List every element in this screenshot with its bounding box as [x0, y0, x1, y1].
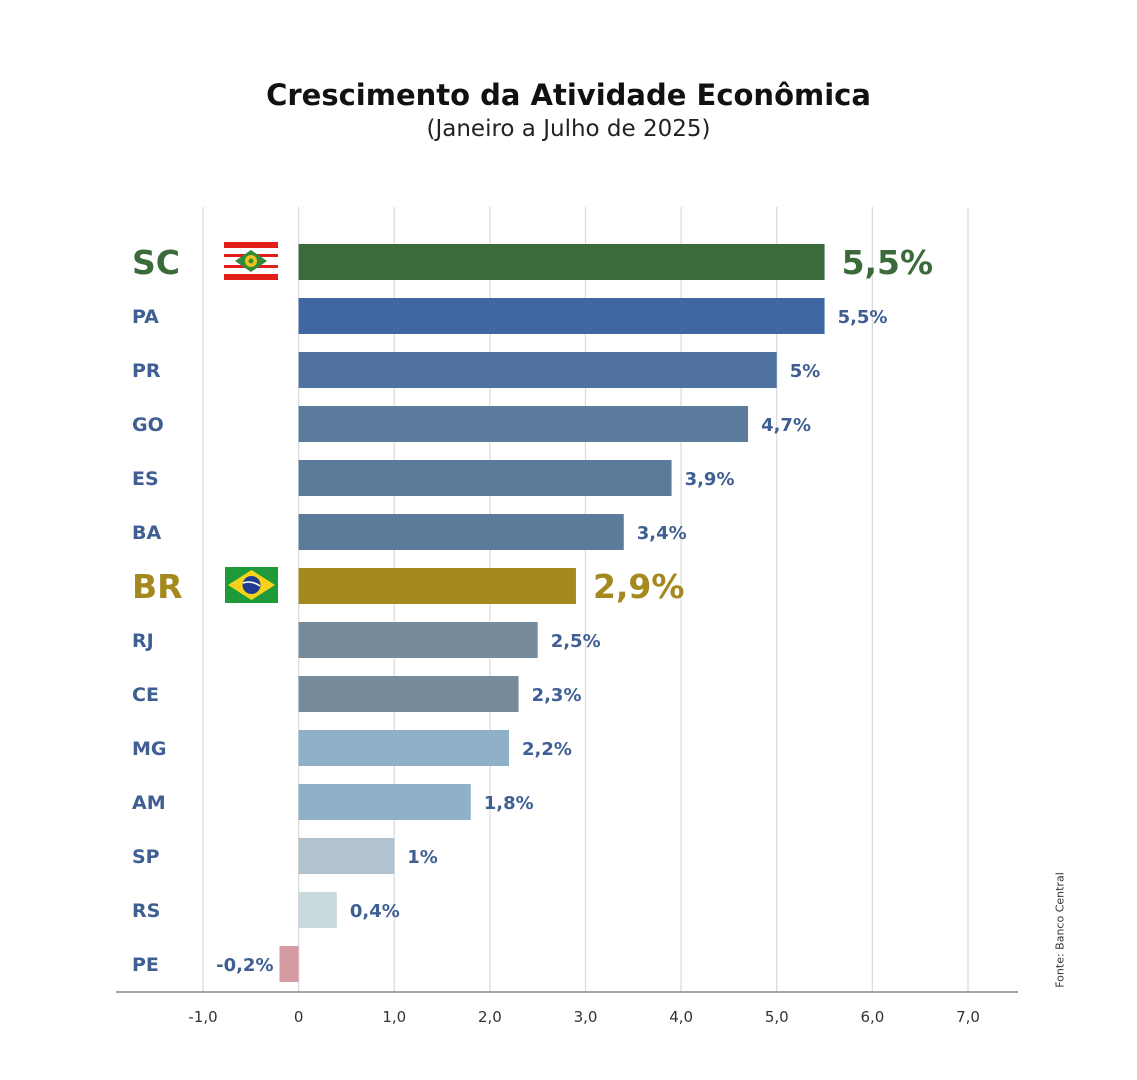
brazil-flag-icon	[225, 567, 278, 603]
category-label-sp: SP	[132, 846, 160, 868]
category-label-sc: SC	[132, 243, 180, 282]
flags	[224, 242, 278, 603]
value-label-es: 3,9%	[685, 469, 735, 490]
category-label-mg: MG	[132, 738, 167, 760]
bar-am	[298, 784, 471, 820]
bar-pr	[298, 352, 777, 388]
value-label-ba: 3,4%	[637, 523, 687, 544]
x-tick-label: -1,0	[188, 1008, 217, 1026]
category-label-rs: RS	[132, 900, 160, 922]
bar-rs	[298, 892, 337, 928]
bar-go	[298, 406, 749, 442]
value-label-pr: 5%	[790, 361, 821, 382]
chart-subtitle: (Janeiro a Julho de 2025)	[426, 116, 711, 142]
category-label-ba: BA	[132, 522, 161, 544]
bar-sc	[298, 244, 825, 280]
category-label-ce: CE	[132, 684, 159, 706]
x-tick-label: 7,0	[956, 1008, 980, 1026]
source-note: Fonte: Banco Central	[1053, 872, 1067, 988]
category-label-go: GO	[132, 414, 164, 436]
bar-mg	[298, 730, 509, 766]
value-label-sc: 5,5%	[842, 243, 934, 282]
value-label-br: 2,9%	[593, 567, 685, 606]
x-axis: -1,0 0 1,0 2,0 3,0 4,0 5,0 6,0 7,0	[116, 991, 1018, 1026]
value-label-ce: 2,3%	[532, 685, 582, 706]
x-tick-label: 3,0	[574, 1008, 598, 1026]
x-tick-label: 5,0	[765, 1008, 789, 1026]
value-label-rs: 0,4%	[350, 901, 400, 922]
value-label-pe: -0,2%	[216, 955, 273, 976]
category-label-pe: PE	[132, 954, 159, 976]
value-label-mg: 2,2%	[522, 739, 572, 760]
category-label-am: AM	[132, 792, 166, 814]
bar-es	[298, 460, 672, 496]
category-label-pa: PA	[132, 306, 159, 328]
x-tick-label: 2,0	[478, 1008, 502, 1026]
value-label-am: 1,8%	[484, 793, 534, 814]
category-label-rj: RJ	[132, 630, 154, 652]
value-label-rj: 2,5%	[551, 631, 601, 652]
bars	[279, 244, 825, 982]
x-tick-label: 4,0	[669, 1008, 693, 1026]
category-label-br: BR	[132, 567, 183, 606]
chart-title: Crescimento da Atividade Econômica	[266, 78, 871, 112]
category-label-es: ES	[132, 468, 159, 490]
bar-rj	[298, 622, 538, 658]
x-tick-label: 1,0	[382, 1008, 406, 1026]
x-tick-label: 0	[294, 1008, 304, 1026]
value-label-sp: 1%	[407, 847, 438, 868]
bar-pe	[279, 946, 299, 982]
bar-br	[298, 568, 576, 604]
x-tick-label: 6,0	[860, 1008, 884, 1026]
category-labels: SC PA PR GO ES BA BR RJ CE MG AM SP RS PE	[132, 243, 183, 976]
value-labels: 5,5% 5,5% 5% 4,7% 3,9% 3,4% 2,9% 2,5% 2,3% 2,2% 1,…	[216, 243, 933, 976]
bar-sp	[298, 838, 395, 874]
bar-ba	[298, 514, 624, 550]
santa-catarina-flag-icon	[224, 242, 278, 280]
bar-ce	[298, 676, 519, 712]
bar-pa	[298, 298, 825, 334]
value-label-pa: 5,5%	[838, 307, 888, 328]
value-label-go: 4,7%	[761, 415, 811, 436]
category-label-pr: PR	[132, 360, 161, 382]
